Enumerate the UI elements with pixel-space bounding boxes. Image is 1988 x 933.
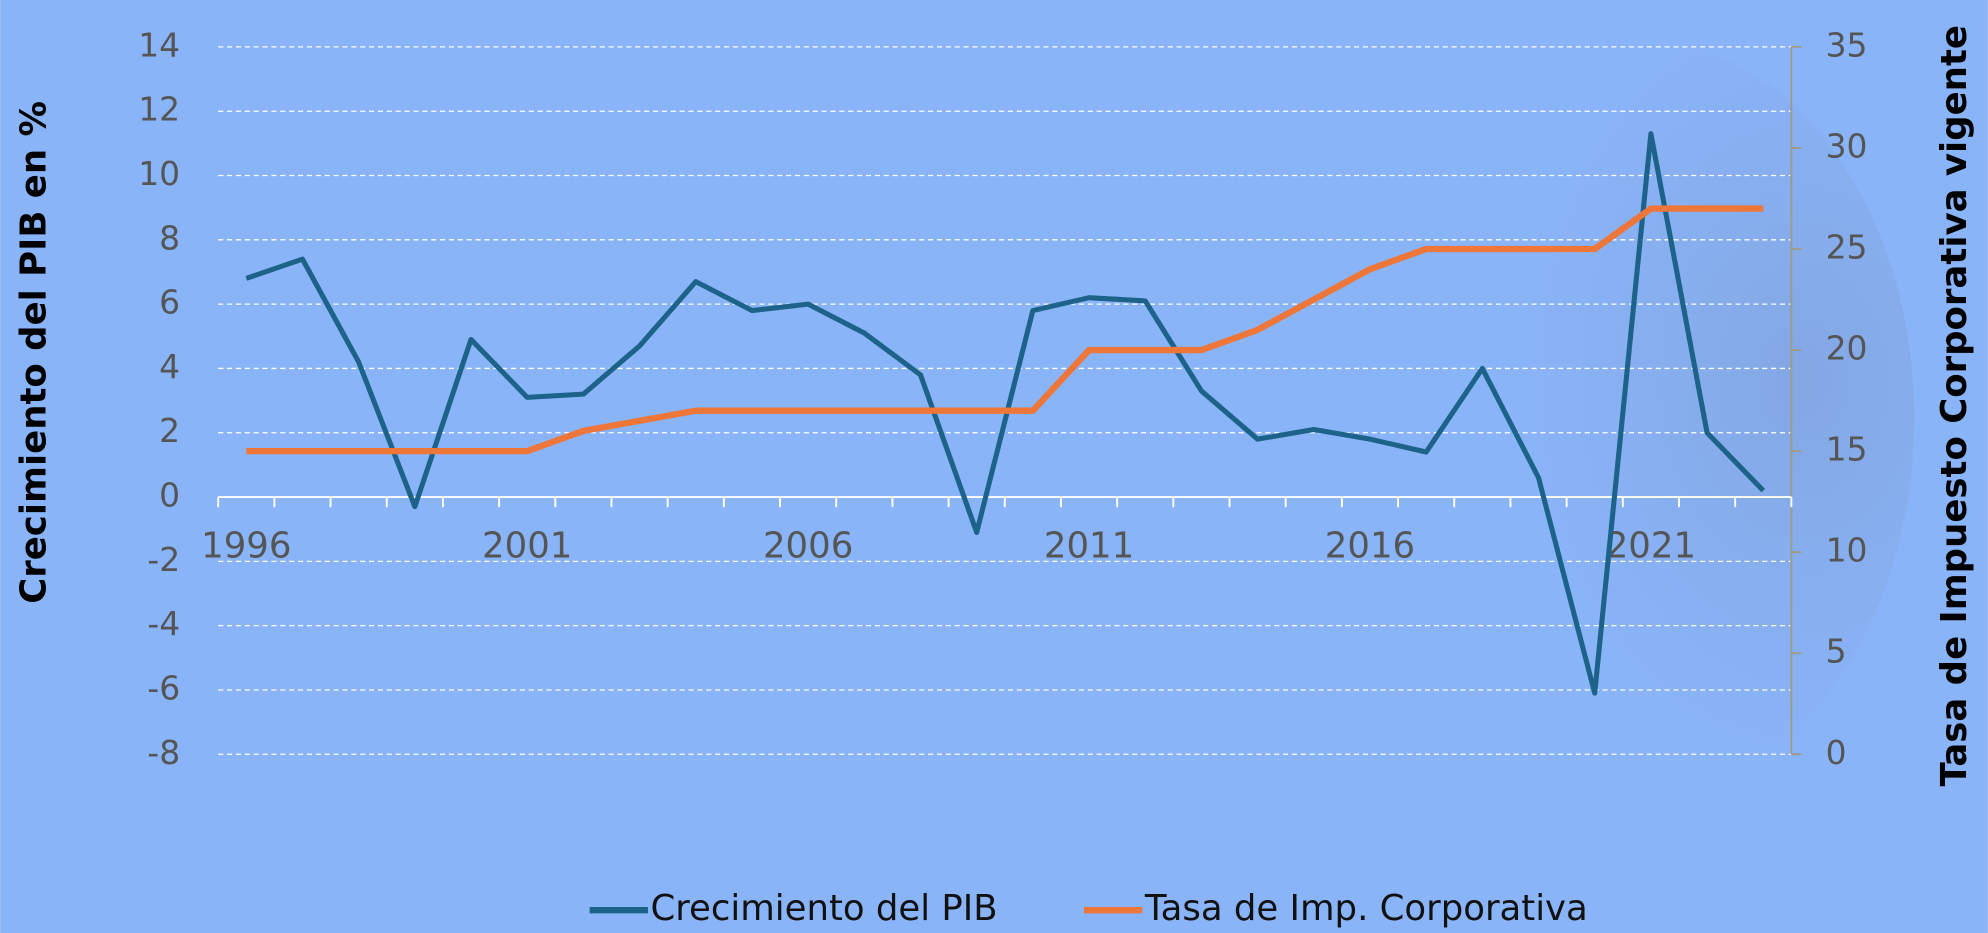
chart: Crecimiento del PIB en % Tasa de Impuest… <box>0 0 1988 933</box>
y-tick-label: 4 <box>159 347 180 386</box>
x-tick-label: 2021 <box>1606 526 1696 567</box>
y-tick-label: 14 <box>138 25 180 64</box>
y2-tick-label: 35 <box>1826 25 1868 64</box>
y2-tick-label: 20 <box>1826 329 1868 368</box>
y-tick-label: 12 <box>138 90 180 129</box>
y2-tick-label: 0 <box>1826 733 1847 772</box>
y-tick-label: 2 <box>159 411 180 450</box>
y-tick-label: -8 <box>147 733 180 772</box>
x-tick-label: 2011 <box>1044 526 1134 567</box>
y-tick-label: 6 <box>159 283 180 322</box>
y-tick-label: 0 <box>159 476 180 515</box>
y2-tick-label: 30 <box>1826 126 1868 165</box>
y2-tick-label: 25 <box>1826 228 1868 267</box>
legend-label: Crecimiento del PIB <box>650 888 997 929</box>
y-tick-label: -4 <box>147 604 180 643</box>
y-tick-label: -6 <box>147 668 180 707</box>
y-tick-label: 10 <box>138 154 180 193</box>
x-tick-label: 2006 <box>763 526 853 567</box>
legend-label: Tasa de Imp. Corporativa <box>1144 888 1588 929</box>
y-axis-title: Crecimiento del PIB en % <box>14 101 55 604</box>
y2-tick-label: 10 <box>1826 531 1868 570</box>
x-tick-label: 2001 <box>482 526 572 567</box>
y2-axis-title: Tasa de Impuesto Corporativa vigente <box>1934 25 1975 786</box>
y-tick-label: 8 <box>159 218 180 257</box>
y2-tick-label: 5 <box>1826 632 1847 671</box>
y2-tick-label: 15 <box>1826 430 1868 469</box>
y-tick-label: -2 <box>147 540 180 579</box>
x-tick-label: 1996 <box>201 526 291 567</box>
x-tick-label: 2016 <box>1325 526 1415 567</box>
page: {"chart_data": {"type": "line", "x": [19… <box>0 0 1988 933</box>
